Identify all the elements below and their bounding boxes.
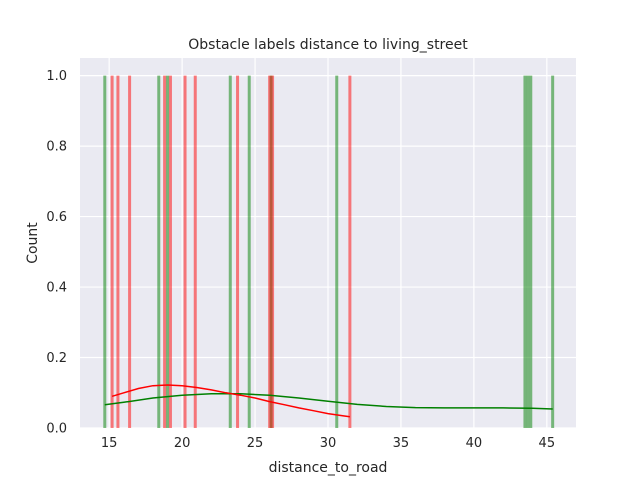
y-tick-label: 0.2 bbox=[46, 351, 67, 366]
histogram-bar bbox=[268, 75, 272, 428]
grid bbox=[80, 58, 576, 429]
histogram-bar bbox=[193, 75, 197, 428]
x-tick-label: 25 bbox=[247, 436, 264, 451]
histogram-bar bbox=[116, 75, 120, 428]
x-tick-label: 35 bbox=[393, 436, 410, 451]
histogram-bar bbox=[103, 75, 107, 428]
histogram-bar bbox=[157, 75, 161, 428]
histogram-bar bbox=[348, 75, 352, 428]
y-axis-label: Count bbox=[25, 222, 41, 264]
histogram-bar bbox=[271, 75, 275, 428]
x-tick-label: 15 bbox=[101, 436, 118, 451]
x-tick-label: 20 bbox=[174, 436, 191, 451]
y-ticks: 0.0 0.2 0.4 0.6 0.8 1.0 bbox=[46, 69, 67, 436]
histogram-bar bbox=[168, 75, 172, 428]
histogram-bar bbox=[110, 75, 114, 428]
histogram-bar bbox=[529, 75, 533, 428]
histogram-bar bbox=[163, 75, 167, 428]
x-tick-label: 40 bbox=[466, 436, 483, 451]
y-tick-label: 0.0 bbox=[46, 422, 67, 437]
histogram-bar bbox=[247, 75, 251, 428]
bars bbox=[103, 75, 555, 428]
histogram-bar bbox=[128, 75, 132, 428]
y-tick-label: 1.0 bbox=[46, 69, 67, 84]
chart-title: Obstacle labels distance to living_stree… bbox=[188, 37, 468, 53]
y-tick-label: 0.8 bbox=[46, 140, 67, 155]
kde-line bbox=[111, 384, 351, 418]
x-axis-label: distance_to_road bbox=[269, 460, 388, 476]
histogram-bar bbox=[526, 75, 530, 428]
y-tick-label: 0.6 bbox=[46, 210, 67, 225]
kde-lines bbox=[104, 384, 553, 418]
histogram-bar bbox=[228, 75, 232, 428]
histogram-bar bbox=[183, 75, 187, 428]
y-tick-label: 0.4 bbox=[46, 281, 67, 296]
x-tick-label: 30 bbox=[320, 436, 337, 451]
x-ticks: 15 20 25 30 35 40 45 bbox=[101, 436, 555, 451]
histogram-bar bbox=[335, 75, 339, 428]
kde-line bbox=[104, 393, 553, 410]
x-tick-label: 45 bbox=[539, 436, 556, 451]
histogram-bar bbox=[166, 75, 170, 428]
histogram-bar bbox=[523, 75, 527, 428]
histogram-bar bbox=[551, 75, 555, 428]
histogram-bar bbox=[236, 75, 240, 428]
